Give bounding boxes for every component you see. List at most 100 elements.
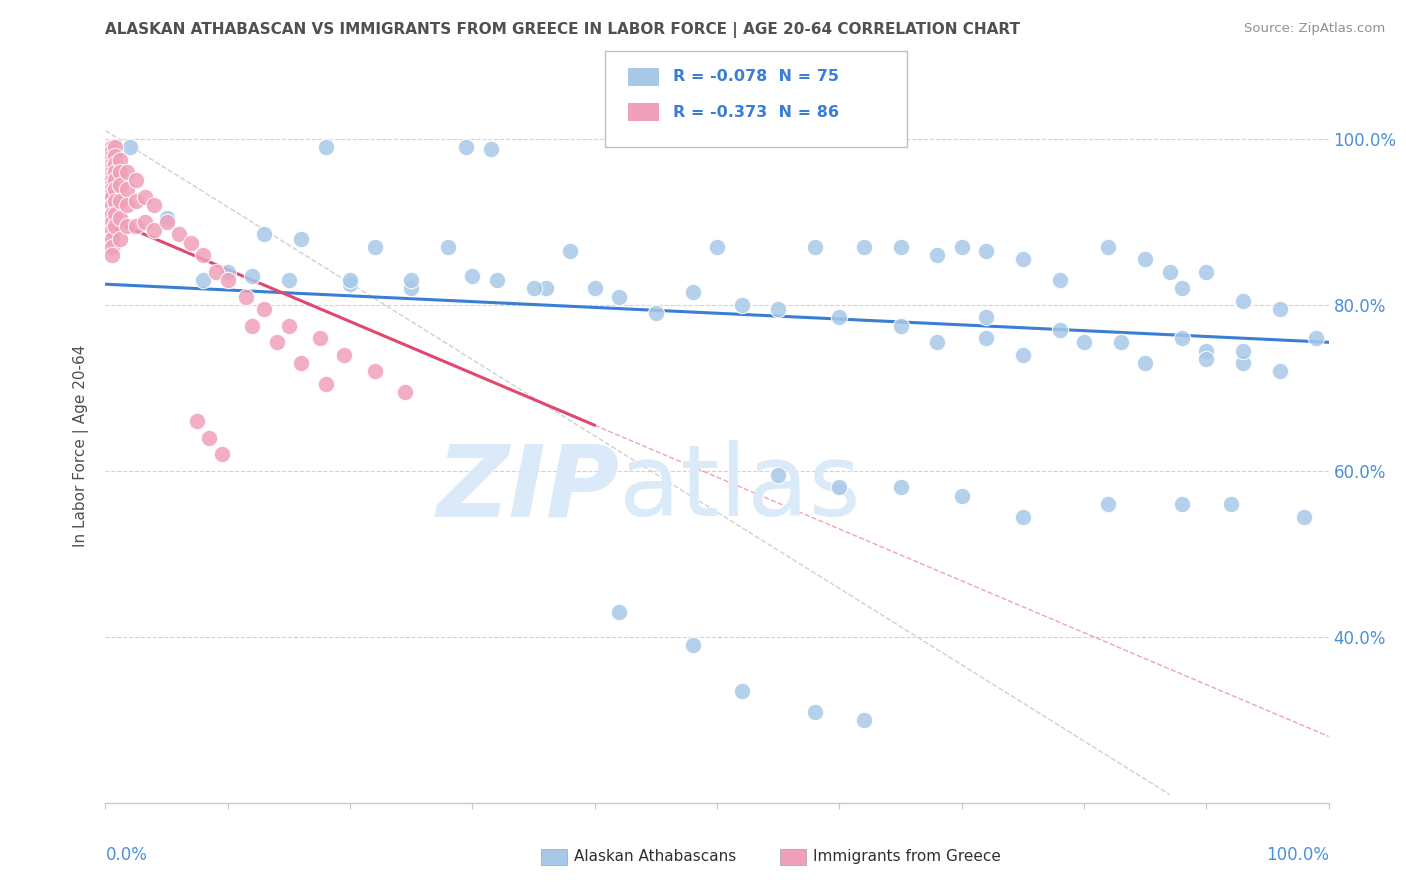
Point: [198, 431, 221, 445]
Y-axis label: In Labor Force | Age 20-64: In Labor Force | Age 20-64: [73, 345, 90, 547]
Point: [461, 268, 484, 283]
Point: [266, 335, 288, 350]
Point: [100, 215, 122, 229]
Point: [768, 302, 790, 317]
Point: [889, 481, 911, 495]
Point: [1073, 335, 1095, 350]
Point: [730, 683, 752, 698]
Point: [100, 145, 122, 159]
Point: [134, 190, 156, 204]
Point: [100, 161, 122, 175]
Point: [117, 165, 139, 179]
Point: [108, 194, 131, 209]
Point: [104, 140, 127, 154]
Point: [1133, 356, 1156, 370]
Point: [100, 240, 122, 254]
Point: [240, 318, 263, 333]
Point: [1159, 265, 1181, 279]
Point: [974, 310, 997, 325]
Point: [253, 302, 276, 317]
Point: [479, 142, 502, 156]
Point: [315, 140, 337, 154]
Point: [1232, 356, 1254, 370]
Point: [950, 240, 973, 254]
Point: [1011, 509, 1033, 524]
Point: [100, 198, 122, 212]
Point: [315, 376, 337, 391]
Point: [682, 638, 704, 652]
Point: [278, 318, 301, 333]
Point: [852, 713, 875, 727]
Point: [240, 268, 263, 283]
Point: [927, 248, 949, 262]
Point: [104, 148, 127, 162]
Point: [100, 182, 122, 196]
Point: [108, 231, 131, 245]
Point: [333, 348, 356, 362]
Point: [167, 227, 190, 242]
Point: [706, 240, 728, 254]
Point: [186, 414, 208, 428]
Text: atlas: atlas: [619, 441, 860, 537]
Point: [1133, 252, 1156, 267]
Point: [1097, 240, 1119, 254]
Text: R = -0.078  N = 75: R = -0.078 N = 75: [673, 70, 839, 84]
Point: [828, 310, 851, 325]
Point: [134, 215, 156, 229]
Point: [125, 219, 148, 233]
Point: [100, 169, 122, 184]
Point: [1305, 331, 1327, 345]
Point: [560, 244, 582, 258]
Point: [108, 211, 131, 225]
Point: [339, 277, 361, 292]
Text: ZIP: ZIP: [436, 441, 619, 537]
Point: [974, 244, 997, 258]
Point: [889, 318, 911, 333]
Point: [804, 705, 827, 719]
Point: [117, 219, 139, 233]
Point: [104, 194, 127, 209]
Point: [1171, 331, 1194, 345]
Point: [401, 281, 423, 295]
Point: [217, 273, 239, 287]
Point: [180, 235, 202, 250]
Point: [534, 281, 557, 295]
Point: [522, 281, 544, 295]
Point: [1097, 497, 1119, 511]
Point: [583, 281, 606, 295]
Point: [125, 173, 148, 187]
Point: [211, 447, 233, 461]
Text: Immigrants from Greece: Immigrants from Greece: [813, 849, 1001, 863]
Point: [117, 198, 139, 212]
Point: [104, 219, 127, 233]
Point: [363, 240, 385, 254]
Point: [117, 182, 139, 196]
Point: [644, 306, 668, 320]
Point: [339, 273, 361, 287]
Point: [100, 248, 122, 262]
Point: [974, 331, 997, 345]
Point: [100, 157, 122, 171]
Text: 0.0%: 0.0%: [105, 846, 148, 863]
Point: [278, 273, 301, 287]
Point: [804, 240, 827, 254]
Point: [927, 335, 949, 350]
Point: [100, 190, 122, 204]
Point: [156, 215, 179, 229]
Point: [290, 356, 312, 370]
Point: [1195, 351, 1218, 366]
Point: [108, 178, 131, 192]
Point: [100, 173, 122, 187]
Point: [104, 207, 127, 221]
Point: [1171, 497, 1194, 511]
Point: [100, 207, 122, 221]
Point: [1171, 281, 1194, 295]
Point: [1195, 343, 1218, 358]
Point: [100, 186, 122, 200]
Point: [1268, 364, 1291, 378]
Point: [104, 182, 127, 196]
Point: [682, 285, 704, 300]
Point: [217, 265, 239, 279]
Point: [100, 148, 122, 162]
Point: [1268, 302, 1291, 317]
